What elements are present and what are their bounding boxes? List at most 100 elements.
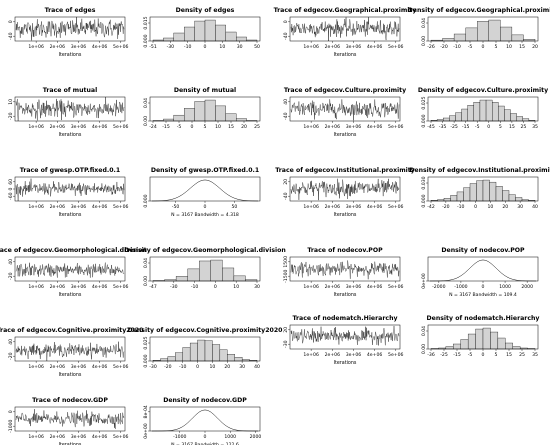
histogram-bar: [467, 333, 476, 350]
x-tick-label: -15: [462, 124, 470, 130]
histogram-bar: [485, 99, 493, 122]
y-tick-label: 8e-04: [143, 405, 149, 418]
x-tick-label: 2000: [521, 284, 533, 290]
x-tick-label: 0: [487, 124, 490, 130]
histogram-bar: [236, 36, 247, 42]
x-tick-label: 1e+06: [303, 352, 319, 358]
histogram-bar: [219, 349, 228, 362]
plot-frame: [289, 96, 401, 122]
y-tick-label: 0.025: [143, 336, 149, 349]
histogram-bar: [482, 327, 491, 350]
x-tick-label: -5: [177, 124, 182, 130]
x-tick-label: 50: [254, 44, 260, 50]
x-tick-label: 2e+06: [50, 204, 66, 210]
histogram-bar: [194, 20, 206, 42]
plot-frame: [14, 256, 126, 282]
panel-0: [13, 16, 126, 43]
panel-title: Trace of gwesp.OTP.fixed.0.1: [20, 167, 120, 174]
x-tick-label: 30: [517, 204, 523, 210]
histogram-bar: [445, 346, 454, 350]
x-tick-label: 30: [237, 44, 243, 50]
histogram-bar: [453, 33, 466, 42]
panel-title: Trace of edgecov.Geographical.proximity: [274, 7, 417, 14]
x-tick-label: 5e+06: [113, 204, 129, 210]
x-tick-label: 10: [219, 44, 225, 50]
histogram-bar: [167, 356, 176, 362]
panel-title: Density of edgecov.Cognitive.proximity20…: [128, 327, 284, 334]
x-tick-label: 10: [233, 284, 239, 290]
panel-13: [148, 256, 261, 283]
x-tick-label: 25: [521, 124, 527, 130]
panel-title: Density of edgecov.Culture.proximity: [418, 87, 548, 94]
x-tick-label: -1000: [454, 284, 467, 290]
y-tick-label: -1500: [283, 269, 289, 282]
x-tick-label: 15: [506, 352, 512, 358]
plot-frame: [289, 256, 401, 282]
histogram-bar: [225, 31, 237, 42]
histogram-bar: [465, 27, 478, 42]
x-tick-label: 3e+06: [71, 284, 87, 290]
panel-title: Density of nodecov.POP: [441, 247, 525, 254]
histogram-bar: [163, 37, 174, 42]
histogram-bar: [225, 113, 237, 122]
x-tick-label: 0: [214, 284, 217, 290]
x-tick-label: 5e+06: [388, 44, 404, 50]
histogram-bar: [522, 118, 530, 122]
y-tick-label: -40: [283, 112, 289, 120]
histogram-bar: [450, 195, 458, 202]
histogram-bar: [516, 116, 523, 122]
plot-frame: [427, 176, 539, 202]
y-tick-label: 20: [283, 327, 289, 333]
histogram-bar: [197, 339, 206, 362]
x-tick-label: 10: [215, 124, 221, 130]
y-tick-label: 0.000: [143, 34, 149, 47]
plot-frame: [427, 16, 539, 42]
x-tick-label: 0: [482, 44, 485, 50]
histogram-bar: [489, 181, 497, 202]
y-tick-label: 0.04: [421, 18, 427, 28]
histogram-bar: [449, 115, 456, 122]
x-tick-label: 4e+06: [367, 352, 383, 358]
x-tick-label: 0: [482, 352, 485, 358]
histogram-bar: [469, 183, 477, 202]
panel-title: Trace of edgecov.Institutional.proximity: [275, 167, 415, 174]
x-tick-label: 0: [191, 124, 194, 130]
x-tick-label: 2000: [250, 434, 262, 440]
x-tick-label: 5e+06: [388, 352, 404, 358]
histogram-bar: [173, 114, 185, 122]
x-axis-label: Iterations: [334, 360, 357, 366]
histogram-bar: [500, 26, 513, 42]
histogram-bar: [482, 179, 490, 202]
histogram-bar: [204, 99, 216, 122]
panel-12: [13, 256, 126, 283]
plot-frame: [149, 336, 261, 362]
panel-18: [288, 324, 401, 351]
x-tick-label: 20: [502, 204, 508, 210]
y-tick-label: -1000: [8, 419, 14, 432]
x-tick-label: 0: [474, 204, 477, 210]
x-tick-label: 5e+06: [388, 124, 404, 130]
plot-frame: [14, 176, 126, 202]
x-tick-label: -20: [442, 204, 450, 210]
x-tick-label: 2e+06: [325, 204, 341, 210]
panel-7: [426, 96, 539, 123]
x-tick-label: -10: [184, 44, 192, 50]
plot-frame: [427, 324, 539, 350]
x-tick-label: 35: [532, 352, 538, 358]
x-tick-label: 1e+06: [28, 364, 44, 370]
plot-frame: [149, 256, 261, 282]
histogram-bar: [497, 337, 506, 350]
x-tick-label: -1000: [173, 434, 186, 440]
x-tick-label: 1000: [499, 284, 511, 290]
histogram-bar: [189, 342, 198, 362]
histogram-bar: [442, 38, 455, 42]
plot-frame: [289, 176, 401, 202]
histogram-bar: [173, 32, 185, 42]
y-tick-label: 40: [8, 339, 14, 345]
x-tick-label: -15: [162, 124, 170, 130]
x-tick-label: 10: [209, 364, 215, 370]
y-tick-label: 0.030: [421, 176, 427, 189]
x-tick-label: 3e+06: [71, 364, 87, 370]
plot-frame: [14, 406, 126, 432]
histogram-bar: [204, 340, 213, 362]
